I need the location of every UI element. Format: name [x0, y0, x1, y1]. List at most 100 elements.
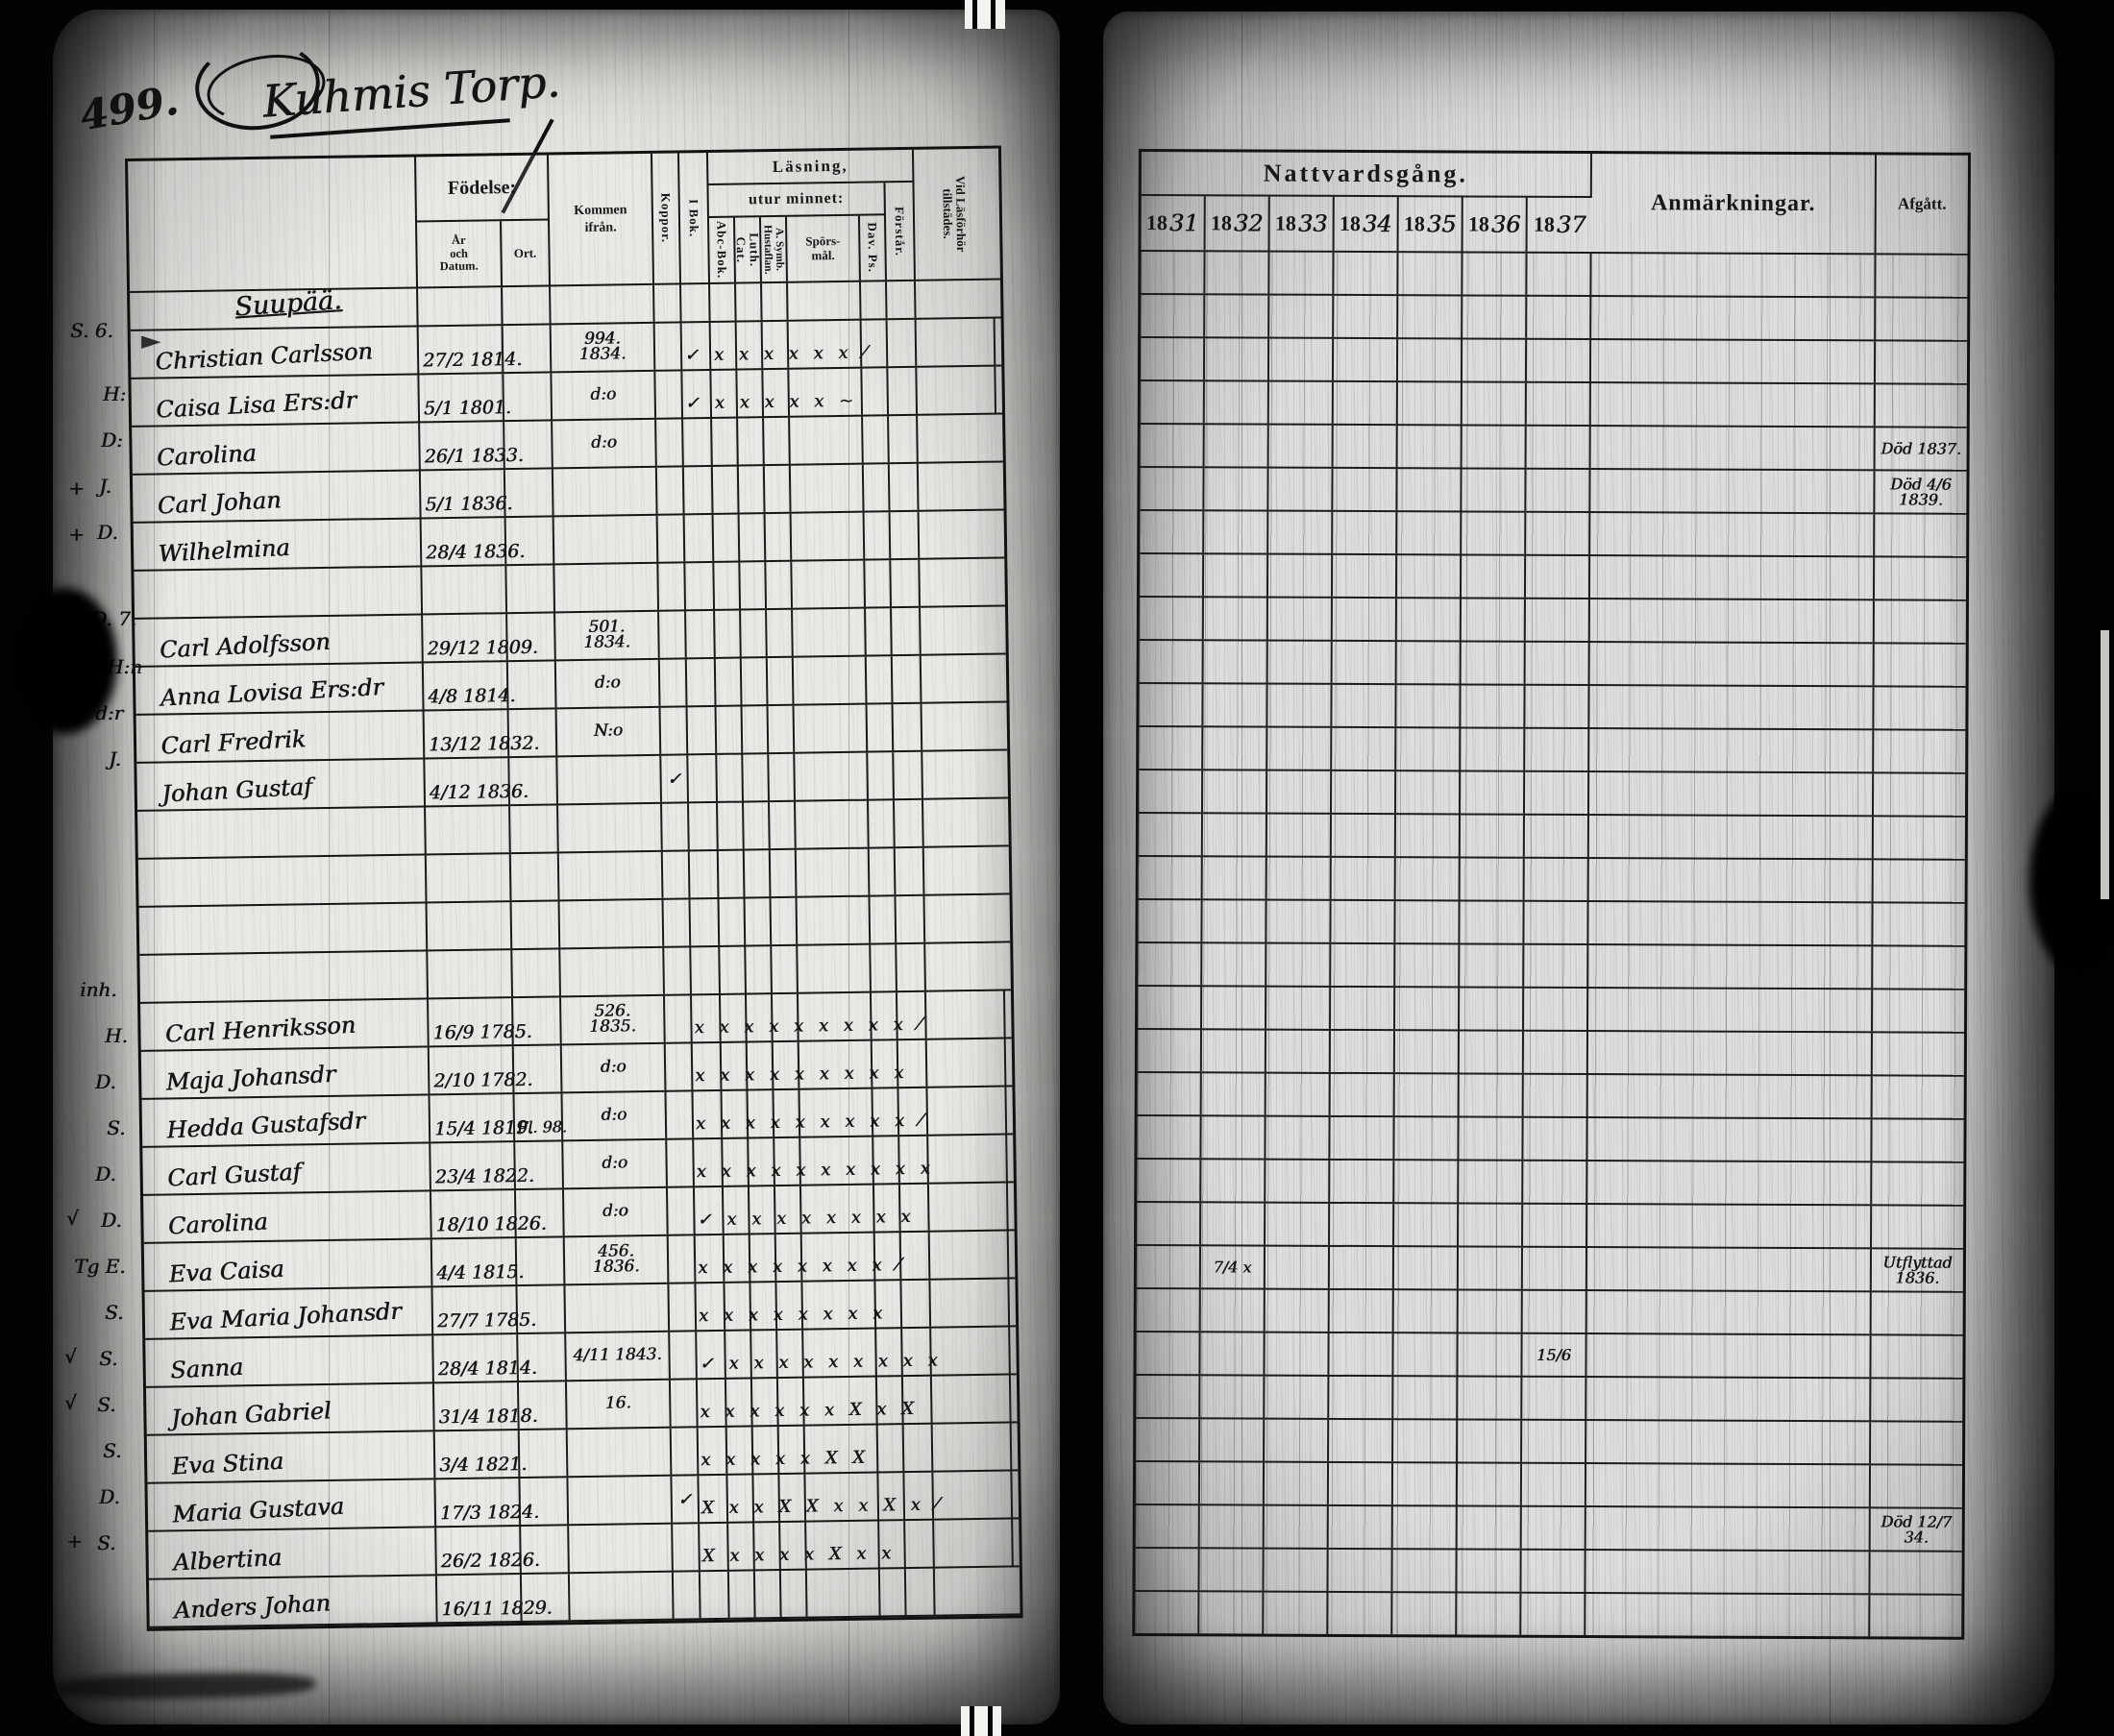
- spors-cell: [794, 704, 869, 752]
- ort-cell: [507, 613, 556, 661]
- communion-year-cell: 7/4 x: [1200, 1246, 1266, 1288]
- person-name: Caisa Lisa Ers:dr: [155, 386, 357, 424]
- communion-year-cell: [1140, 468, 1205, 510]
- year-and-date-header: År och Datum.: [417, 221, 504, 287]
- examination-table: Födelse: År och Datum. Ort. Kommen ifrån…: [125, 145, 1023, 1631]
- communion-year-cell: [1526, 339, 1592, 382]
- margin-note: S.: [107, 1116, 126, 1139]
- year-column-1832: 18 32: [1205, 196, 1270, 251]
- ar-cell: [426, 806, 511, 854]
- birth-header: Födelse:: [416, 155, 551, 223]
- luth-cell: [739, 514, 767, 561]
- communion-year-cell: [1331, 814, 1396, 857]
- year-printed-prefix: 18: [1210, 210, 1232, 235]
- communion-year-cell: [1204, 511, 1269, 553]
- communion-table-header: Nattvardsgång. Anmärkningar. Afgått. 18 3…: [1141, 152, 1968, 256]
- communion-year-cell: [1330, 1073, 1395, 1116]
- ort-cell: [505, 517, 555, 565]
- communion-year-cell: [1331, 900, 1396, 943]
- kommen-cell: [560, 947, 665, 996]
- person-name: Eva Maria Johansdr: [168, 1297, 403, 1336]
- ar-cell: 2/10 1782.: [429, 1046, 533, 1094]
- communion-year-cell: [1458, 1333, 1523, 1376]
- ort-cell: [511, 901, 561, 949]
- communion-year-cell: [1202, 814, 1267, 856]
- communion-year-cell: [1523, 1074, 1588, 1117]
- communion-year-cell: [1139, 727, 1204, 770]
- koppor-cell: [654, 284, 682, 322]
- name-cell: Carl Henriksson: [140, 999, 430, 1050]
- kommen-cell: d:o: [552, 371, 657, 420]
- ar-cell: 27/7 1785.: [432, 1286, 536, 1334]
- ort-cell: Fl. 98.: [514, 1093, 567, 1141]
- examination-table-body: Suupää. Christian Carlsson 27/2 1814. 994. …: [130, 280, 1020, 1628]
- ort-cell: [508, 709, 558, 757]
- right-page: Nattvardsgång. Anmärkningar. Afgått. 18 3…: [1103, 12, 2054, 1724]
- year-column-1835: 18 35: [1398, 197, 1463, 252]
- year-column-1831: 18 31: [1141, 196, 1206, 251]
- communion-year-cell: [1332, 641, 1397, 684]
- koppor-cell: [664, 995, 693, 1042]
- person-name: Johan Gustaf: [160, 772, 313, 808]
- margin-note: S.: [99, 1347, 118, 1370]
- communion-year-cell: [1328, 1592, 1393, 1635]
- communion-year-cell: [1457, 1463, 1523, 1505]
- margin-note: J.: [99, 475, 111, 498]
- communion-year-cell: [1395, 771, 1462, 814]
- communion-year-cell: [1393, 1377, 1459, 1419]
- departed-cell: [1873, 903, 1964, 944]
- year-script-digits: 37: [1556, 210, 1586, 239]
- kommen-cell: 16.: [566, 1380, 672, 1429]
- kommen-cell: 994. 1834.: [551, 323, 656, 372]
- communion-year-cell: [1205, 252, 1270, 294]
- ort-cell: [507, 661, 557, 709]
- forstar-cell: [894, 751, 923, 799]
- departed-cell: [1874, 687, 1965, 728]
- communion-year-cell: [1268, 338, 1335, 380]
- communion-mark: 7/4 x: [1213, 1257, 1252, 1277]
- koppor-cell: [673, 1524, 701, 1571]
- departed-cell: [1871, 1335, 1962, 1377]
- page-number: 499.: [76, 76, 182, 140]
- name-cell: [138, 903, 429, 954]
- table-row: [1138, 770, 1966, 818]
- dav-cell: [864, 512, 892, 559]
- margin-note: S.: [97, 1531, 116, 1554]
- ar-cell: 4/4 1815.: [431, 1238, 524, 1286]
- margin-note: √: [64, 1345, 77, 1368]
- communion-year-cell: [1330, 1160, 1395, 1203]
- vid-cell: [921, 607, 1000, 654]
- communion-year-cell: [1138, 814, 1203, 856]
- present-at-examination-header: Vid Läsförhör tillstädes.: [940, 175, 970, 253]
- film-frame-marker-top: [965, 0, 1005, 29]
- name-cell: Johan Gustaf: [136, 759, 427, 810]
- remarks-cell: [1589, 729, 1875, 772]
- smallpox-header: Koppor.: [651, 153, 681, 283]
- dav-cell: [863, 464, 891, 511]
- ibok-cell: [690, 898, 721, 946]
- spors-cell: [790, 416, 864, 464]
- came-from-entry: 4/11 1843.: [573, 1344, 662, 1366]
- communion-year-cell: [1267, 684, 1333, 726]
- communion-year-cell: [1459, 1117, 1524, 1160]
- koppor-cell: [656, 467, 685, 514]
- abc-cell: [715, 658, 743, 705]
- communion-year-cell: [1328, 1505, 1393, 1549]
- departed-cell: [1873, 990, 1964, 1031]
- communion-year-cell: [1524, 901, 1589, 944]
- ibok-cell: [683, 418, 713, 466]
- margin-note: H.: [105, 1024, 128, 1047]
- communion-year-cell: [1201, 1073, 1266, 1115]
- film-clamp-blob-right: [2029, 790, 2114, 972]
- table-row: Död 4/6 1839.: [1140, 468, 1967, 515]
- abc-book-header: Abc-Bok.: [708, 217, 736, 282]
- communion-year-cell: [1392, 1506, 1458, 1549]
- abc-cell: [718, 802, 745, 849]
- spors-cell: [796, 848, 871, 896]
- communion-year-cell: [1266, 900, 1332, 942]
- table-row: [1139, 727, 1966, 774]
- kommen-cell: [558, 851, 664, 900]
- communion-year-cell: [1203, 641, 1268, 683]
- table-row: [1136, 1376, 1963, 1423]
